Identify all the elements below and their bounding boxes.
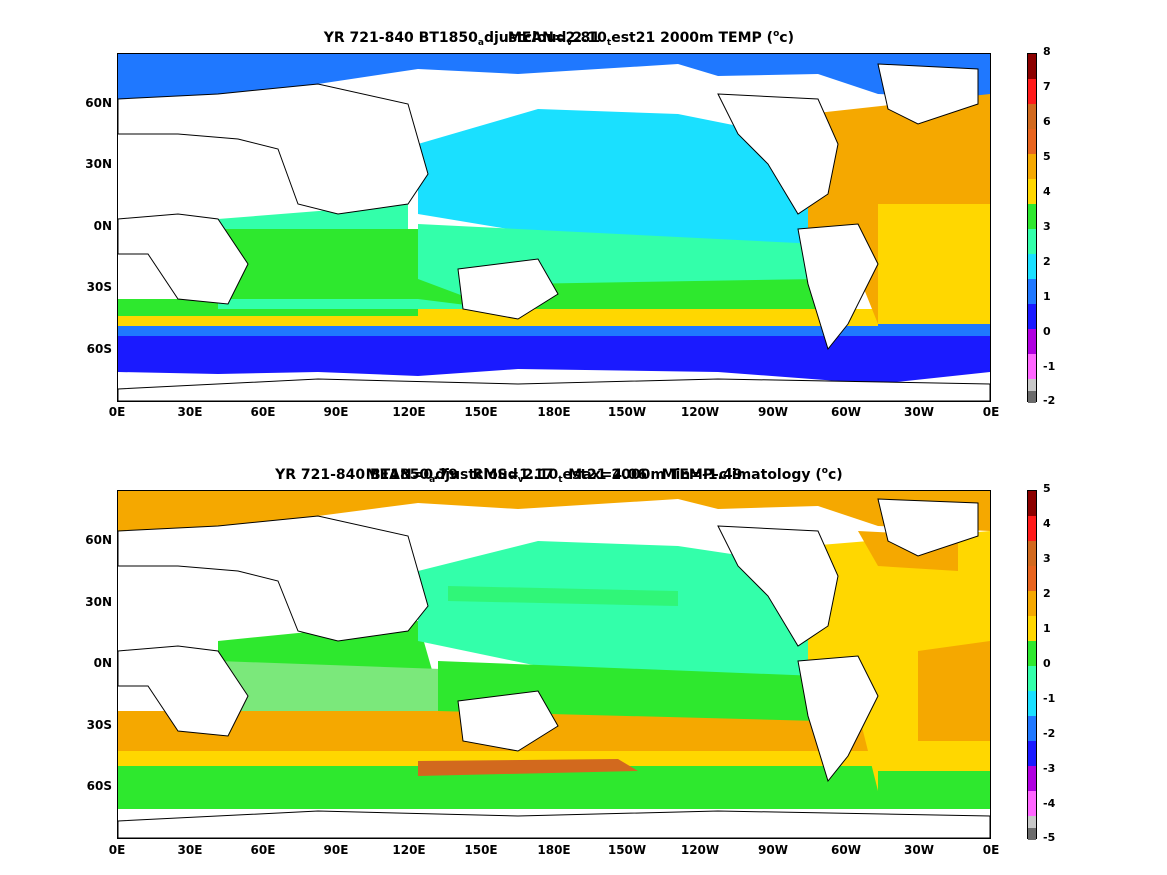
panel1-colorbar bbox=[1027, 53, 1037, 403]
colorbar-segment bbox=[1028, 741, 1036, 766]
colorbar-segment bbox=[1028, 391, 1036, 403]
lon-label: 150E bbox=[464, 843, 498, 857]
colorbar-segment bbox=[1028, 379, 1036, 391]
colorbar-segment bbox=[1028, 716, 1036, 741]
lon-label: 30W bbox=[904, 843, 934, 857]
lon-label: 150W bbox=[607, 405, 647, 419]
colorbar-segment bbox=[1028, 791, 1036, 816]
lon-label: 0E bbox=[108, 405, 126, 419]
colorbar-tick: -2 bbox=[1043, 727, 1056, 740]
colorbar-tick: 1 bbox=[1043, 622, 1051, 635]
colorbar-segment bbox=[1028, 354, 1036, 379]
lon-label: 180E bbox=[537, 843, 571, 857]
colorbar-tick: 3 bbox=[1043, 552, 1051, 565]
colorbar-tick: 5 bbox=[1043, 482, 1051, 495]
colorbar-segment bbox=[1028, 204, 1036, 229]
panel2-colorbar bbox=[1027, 490, 1037, 840]
colorbar-tick: 2 bbox=[1043, 587, 1051, 600]
colorbar-segment bbox=[1028, 104, 1036, 129]
colorbar-tick: 4 bbox=[1043, 517, 1051, 530]
colorbar-tick: -5 bbox=[1043, 831, 1056, 844]
colorbar-tick: 2 bbox=[1043, 255, 1051, 268]
lon-label: 0E bbox=[108, 843, 126, 857]
lon-label: 150W bbox=[607, 843, 647, 857]
colorbar-segment bbox=[1028, 691, 1036, 716]
colorbar-segment bbox=[1028, 54, 1036, 79]
colorbar-tick: -1 bbox=[1043, 692, 1056, 705]
colorbar-segment bbox=[1028, 566, 1036, 591]
lon-label: 180E bbox=[537, 405, 571, 419]
panel2-title: YR 721-840 BT1850adjustcloudv2.10test21 … bbox=[275, 466, 843, 485]
lon-label: 90E bbox=[323, 843, 349, 857]
colorbar-segment bbox=[1028, 129, 1036, 154]
colorbar-segment bbox=[1028, 229, 1036, 254]
colorbar-segment bbox=[1028, 766, 1036, 791]
lon-label: 0E bbox=[982, 843, 1000, 857]
lat-label: 60N bbox=[85, 533, 112, 547]
colorbar-segment bbox=[1028, 79, 1036, 104]
colorbar-tick: 8 bbox=[1043, 45, 1051, 58]
colorbar-segment bbox=[1028, 179, 1036, 204]
colorbar-segment bbox=[1028, 154, 1036, 179]
lon-label: 30E bbox=[177, 843, 203, 857]
colorbar-segment bbox=[1028, 329, 1036, 354]
panel2-map-field bbox=[117, 491, 991, 839]
lon-label: 120W bbox=[680, 843, 720, 857]
lat-label: 0N bbox=[93, 219, 112, 233]
colorbar-segment bbox=[1028, 591, 1036, 616]
lat-label: 30S bbox=[86, 280, 112, 294]
panel1-map-field bbox=[117, 54, 991, 402]
panel1-title: YR 721-840 BT1850adjustcloudv2.10test21 … bbox=[323, 29, 794, 48]
colorbar-tick: -1 bbox=[1043, 360, 1056, 373]
colorbar-tick: -2 bbox=[1043, 394, 1056, 407]
colorbar-segment bbox=[1028, 816, 1036, 828]
lat-label: 0N bbox=[93, 656, 112, 670]
panel1-map bbox=[117, 53, 991, 402]
colorbar-tick: 4 bbox=[1043, 185, 1051, 198]
colorbar-tick: 0 bbox=[1043, 325, 1051, 338]
lon-label: 60E bbox=[250, 843, 276, 857]
panel2-subtitle: MEAN=0.79 RMS=1.17 Max=4.06 Min=-1.49 bbox=[365, 467, 743, 483]
colorbar-tick: 0 bbox=[1043, 657, 1051, 670]
colorbar-segment bbox=[1028, 541, 1036, 566]
colorbar-tick: 7 bbox=[1043, 80, 1051, 93]
lat-label: 30N bbox=[85, 157, 112, 171]
lon-label: 60E bbox=[250, 405, 276, 419]
lon-label: 0E bbox=[982, 405, 1000, 419]
lat-label: 60S bbox=[86, 779, 112, 793]
lon-label: 90W bbox=[758, 405, 788, 419]
colorbar-segment bbox=[1028, 254, 1036, 279]
lon-label: 120E bbox=[392, 843, 426, 857]
lat-label: 30N bbox=[85, 595, 112, 609]
lat-label: 30S bbox=[86, 718, 112, 732]
colorbar-tick: 5 bbox=[1043, 150, 1051, 163]
lon-label: 120W bbox=[680, 405, 720, 419]
colorbar-segment bbox=[1028, 666, 1036, 691]
lat-label: 60N bbox=[85, 96, 112, 110]
colorbar-segment bbox=[1028, 828, 1036, 840]
colorbar-tick: -3 bbox=[1043, 762, 1056, 775]
lon-label: 60W bbox=[831, 405, 861, 419]
lon-label: 60W bbox=[831, 843, 861, 857]
lon-label: 150E bbox=[464, 405, 498, 419]
colorbar-segment bbox=[1028, 516, 1036, 541]
panel1-subtitle: MEAN=2.81 bbox=[507, 30, 601, 46]
lon-label: 30W bbox=[904, 405, 934, 419]
lon-label: 90E bbox=[323, 405, 349, 419]
colorbar-segment bbox=[1028, 279, 1036, 304]
colorbar-segment bbox=[1028, 616, 1036, 641]
lat-label: 60S bbox=[86, 342, 112, 356]
lon-label: 90W bbox=[758, 843, 788, 857]
colorbar-segment bbox=[1028, 641, 1036, 666]
lon-label: 120E bbox=[392, 405, 426, 419]
panel2-map bbox=[117, 490, 991, 839]
colorbar-tick: 6 bbox=[1043, 115, 1051, 128]
colorbar-tick: -4 bbox=[1043, 797, 1056, 810]
colorbar-segment bbox=[1028, 491, 1036, 516]
colorbar-segment bbox=[1028, 304, 1036, 329]
colorbar-tick: 1 bbox=[1043, 290, 1051, 303]
colorbar-tick: 3 bbox=[1043, 220, 1051, 233]
lon-label: 30E bbox=[177, 405, 203, 419]
